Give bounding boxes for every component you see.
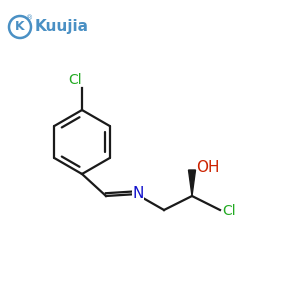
Text: K: K [15, 20, 25, 34]
Text: Kuujia: Kuujia [35, 20, 89, 34]
Text: OH: OH [196, 160, 220, 175]
Text: N: N [132, 187, 144, 202]
Text: Cl: Cl [68, 73, 82, 87]
Polygon shape [188, 170, 196, 196]
Text: Cl: Cl [222, 204, 236, 218]
Text: ®: ® [26, 15, 34, 21]
